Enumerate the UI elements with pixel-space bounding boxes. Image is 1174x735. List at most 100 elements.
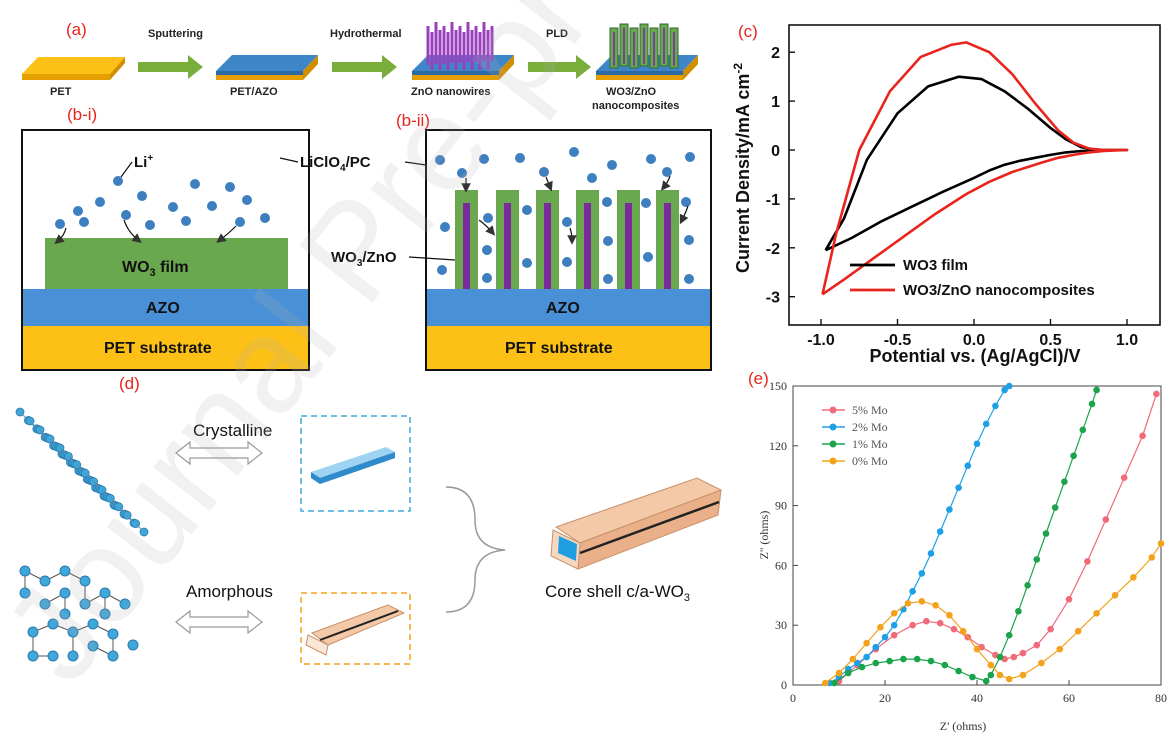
y-tick-label: 1 bbox=[771, 94, 780, 111]
eis-point-0 bbox=[1084, 558, 1091, 565]
eis-point-2 bbox=[1024, 582, 1031, 589]
eis-point-2 bbox=[831, 679, 838, 687]
zno-nanowires-slab bbox=[412, 22, 514, 80]
process-arrow-hydrothermal bbox=[332, 55, 397, 79]
x-axis-label: Potential vs. (Ag/AgCl)/V bbox=[869, 346, 1080, 366]
eis-point-0 bbox=[1019, 649, 1027, 657]
eis-point-3 bbox=[932, 601, 939, 609]
electrolyte-pointer-left bbox=[279, 157, 299, 163]
eis-point-3 bbox=[1157, 540, 1165, 547]
eis-point-3 bbox=[1148, 554, 1156, 561]
pet-label-right: PET substrate bbox=[505, 340, 613, 357]
pet-azo-slab bbox=[216, 55, 318, 80]
eis-point-1 bbox=[955, 484, 962, 491]
eis-point-3 bbox=[890, 609, 898, 617]
amorphous-network-icon bbox=[19, 565, 139, 662]
eis-point-0 bbox=[923, 617, 930, 625]
eis-point-3 bbox=[1111, 592, 1119, 599]
eis-point-2 bbox=[969, 673, 976, 681]
eis-point-1 bbox=[1005, 382, 1013, 390]
crystalline-box bbox=[300, 415, 411, 512]
y-tick-label-e: 60 bbox=[775, 558, 787, 572]
x-tick-label: -0.5 bbox=[884, 332, 912, 349]
eis-point-3 bbox=[877, 623, 884, 631]
wo3-zno-slab bbox=[596, 23, 698, 80]
eis-point-0 bbox=[909, 621, 916, 629]
amorphous-label: Amorphous bbox=[186, 582, 273, 601]
legend-label-e-2: 1% Mo bbox=[852, 437, 888, 451]
eis-point-2 bbox=[927, 657, 935, 665]
panel-d-label: (d) bbox=[119, 374, 140, 393]
li-ion-dots-right bbox=[435, 147, 695, 284]
azo-label-right: AZO bbox=[546, 300, 580, 317]
y-axis-label-e: Z'' (ohms) bbox=[757, 511, 771, 560]
x-tick-label: 0.0 bbox=[963, 332, 985, 349]
eis-point-2 bbox=[987, 671, 995, 679]
arrow-label-sputtering: Sputtering bbox=[148, 28, 203, 40]
panel-d: (d) bbox=[15, 374, 723, 665]
y-tick-label: -1 bbox=[766, 192, 780, 209]
li-ion-arrows-right bbox=[461, 175, 689, 245]
eis-point-0 bbox=[1065, 595, 1073, 603]
double-arrow-amorphous-icon bbox=[175, 609, 263, 635]
panel-c-label: (c) bbox=[738, 22, 758, 41]
panel-e-label: (e) bbox=[748, 369, 769, 388]
azo-layer bbox=[23, 289, 308, 326]
eis-point-2 bbox=[1093, 386, 1100, 394]
x-tick-label-e: 20 bbox=[879, 691, 891, 705]
amorphous-box bbox=[300, 592, 411, 665]
eis-point-3 bbox=[973, 645, 981, 653]
wo3-film-label: WO3 film bbox=[122, 259, 189, 279]
stage-label-wo3-zno: WO3/ZnO bbox=[606, 86, 657, 98]
panel-a: (a) PET Sputtering PET/AZO Hydrothermal bbox=[22, 20, 698, 112]
y-tick-label-e: 120 bbox=[769, 439, 787, 453]
eis-point-1 bbox=[936, 528, 944, 535]
device-diagram-wo3-zno: AZO PET substrate bbox=[425, 129, 712, 371]
process-arrow-pld bbox=[528, 55, 591, 79]
eis-point-0 bbox=[1033, 641, 1041, 649]
eis-point-1 bbox=[918, 570, 926, 577]
eis-point-1 bbox=[973, 440, 981, 448]
cv-series-line-0 bbox=[824, 75, 1129, 252]
eis-point-2 bbox=[1042, 530, 1050, 537]
eis-point-2 bbox=[1061, 478, 1068, 485]
eis-point-1 bbox=[946, 506, 953, 513]
plot-frame-e bbox=[792, 385, 1162, 686]
legend-marker-e-3 bbox=[829, 457, 837, 465]
li-ion-dots-left bbox=[55, 176, 270, 230]
core-shell-nanorod-icon bbox=[550, 477, 723, 570]
eis-point-3 bbox=[1019, 671, 1027, 679]
eis-point-1 bbox=[890, 621, 898, 629]
x-tick-label: 1.0 bbox=[1116, 332, 1138, 349]
eis-point-1 bbox=[1001, 386, 1008, 394]
x-tick-label-e: 0 bbox=[790, 691, 796, 705]
wo3-zno-pointer bbox=[408, 256, 456, 261]
y-tick-label: 0 bbox=[771, 143, 780, 160]
amorphous-nanorod-icon bbox=[305, 604, 406, 656]
eis-point-1 bbox=[872, 643, 880, 651]
eis-point-3 bbox=[1056, 645, 1064, 653]
legend-label-e-3: 0% Mo bbox=[852, 454, 888, 468]
x-tick-label-e: 80 bbox=[1155, 691, 1167, 705]
panel-b: (b-i) (b-ii) WO3 film AZO PET substrate … bbox=[21, 105, 712, 371]
wo3-film-layer bbox=[45, 238, 288, 289]
wo3-zno-label: WO3/ZnO bbox=[331, 249, 397, 269]
eis-point-1 bbox=[909, 588, 916, 595]
eis-point-3 bbox=[1130, 574, 1137, 581]
pet-slab bbox=[22, 57, 125, 80]
li-ion-label: Li+ bbox=[134, 153, 153, 171]
legend-label-1: WO3/ZnO nanocomposites bbox=[903, 282, 1095, 299]
eis-point-1 bbox=[982, 420, 990, 428]
y-tick-label: 2 bbox=[771, 45, 780, 62]
crystalline-lattice-icon bbox=[15, 407, 149, 537]
x-tick-label: -1.0 bbox=[807, 332, 835, 349]
legend-label-e-1: 2% Mo bbox=[852, 420, 888, 434]
y-tick-label-e: 150 bbox=[769, 379, 787, 393]
y-axis-label: Current Density/mA cm-2 bbox=[731, 63, 753, 273]
merge-brace bbox=[445, 486, 506, 613]
eis-point-2 bbox=[1015, 607, 1022, 615]
eis-point-2 bbox=[858, 663, 866, 671]
eis-point-3 bbox=[959, 627, 967, 635]
eis-point-1 bbox=[863, 653, 870, 661]
